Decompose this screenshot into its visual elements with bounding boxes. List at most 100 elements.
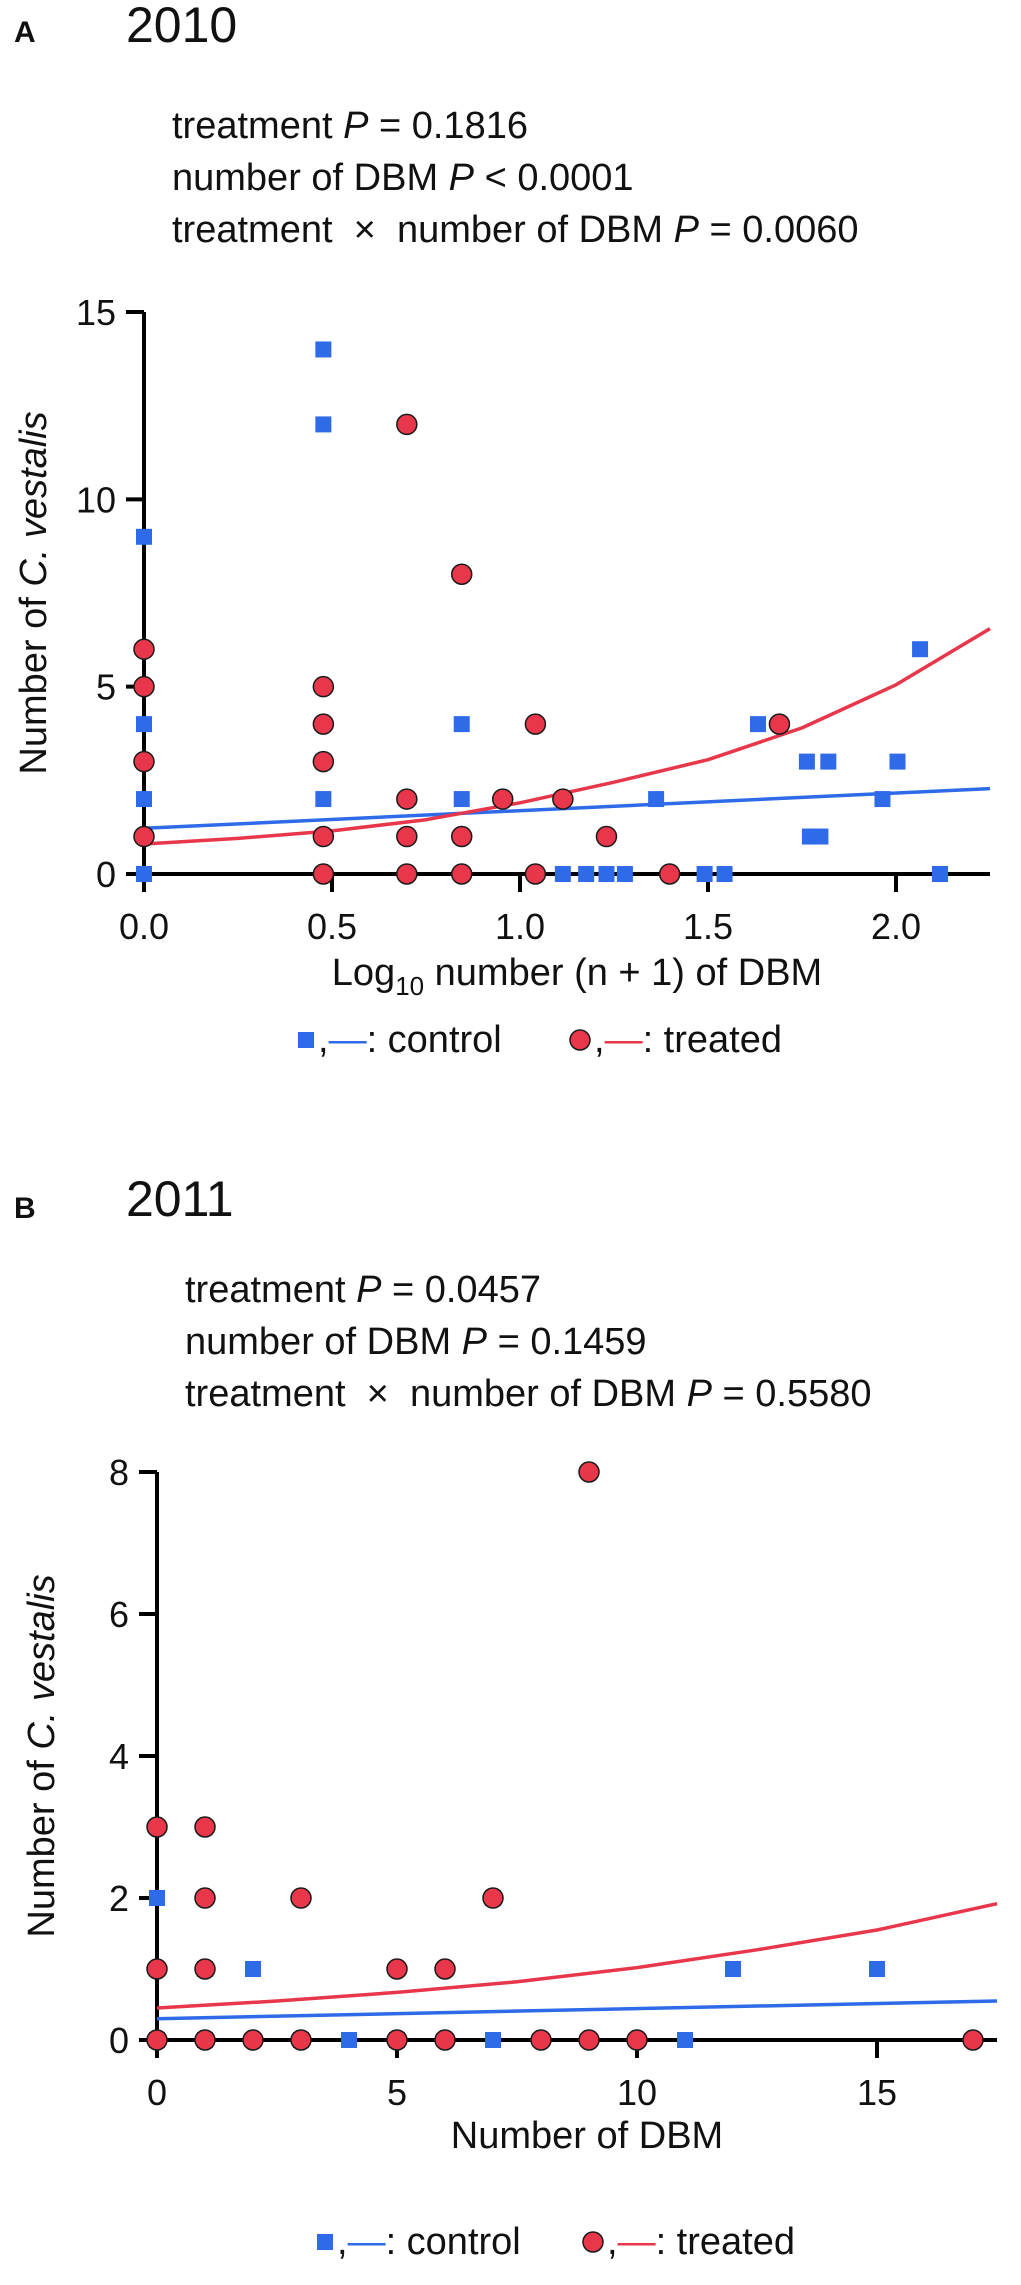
x-tick-label: 10 (617, 2072, 657, 2113)
control-point (245, 1961, 261, 1977)
treated-point (312, 863, 335, 885)
y-tick-label: 0 (109, 2020, 129, 2061)
treated-point (242, 2029, 264, 2051)
treated-point (578, 2029, 600, 2051)
legend-control-marker (317, 2234, 333, 2250)
legend: ,—: control ,—: treated (298, 1019, 782, 1061)
treated-point (386, 1958, 408, 1980)
legend-control-label: ,—: control (318, 1019, 502, 1061)
treated-point (133, 638, 155, 660)
control-point (874, 791, 891, 808)
treated-point (396, 788, 418, 810)
treated-point (450, 863, 473, 885)
y-tick-label: 5 (96, 667, 116, 708)
stats-line: treatment × number of DBM P = 0.5580 (185, 1373, 872, 1415)
control-point (136, 866, 152, 882)
treated-point (146, 2029, 168, 2051)
treated-point (194, 1958, 216, 1980)
y-axis-label: Number of C. vestalis (13, 411, 55, 774)
control-point (149, 1890, 165, 1906)
treated-point (386, 2029, 408, 2051)
stats-line: treatment P = 0.0457 (185, 1269, 541, 1311)
treated-point (396, 825, 418, 848)
control-fit-line (156, 1999, 998, 2021)
treated-point (450, 563, 473, 586)
treated-point (312, 675, 335, 698)
treated-point (658, 863, 681, 885)
treated-point (312, 713, 335, 735)
y-tick-label: 6 (109, 1594, 129, 1635)
control-point (889, 753, 906, 770)
panel-letter: A (14, 16, 36, 49)
treated-point (194, 1887, 216, 1909)
x-tick-label: 1.0 (495, 906, 545, 947)
y-tick-label: 0 (96, 854, 116, 895)
treated-point (552, 788, 574, 810)
legend: ,—: control ,—: treated (317, 2221, 795, 2263)
control-point (869, 1961, 885, 1977)
legend-control-label: ,—: control (337, 2221, 521, 2263)
control-point (820, 753, 837, 770)
stats-line: number of DBM P < 0.0001 (172, 157, 634, 199)
legend-control-marker (298, 1032, 314, 1048)
x-tick-label: 0.0 (119, 906, 169, 947)
treated-point (578, 1461, 600, 1483)
chart-title: 2010 (126, 0, 237, 53)
stats-line: treatment × number of DBM P = 0.0060 (172, 209, 859, 251)
control-point (341, 2032, 357, 2048)
control-point (315, 791, 332, 808)
stats-line: treatment P = 0.1816 (172, 105, 528, 147)
stats-line: number of DBM P = 0.1459 (185, 1321, 647, 1363)
x-tick-label: 2.0 (871, 906, 921, 947)
chart-title: 2011 (126, 1171, 234, 1227)
treated-point (312, 750, 335, 773)
treated-point (768, 713, 791, 735)
treated-point (962, 2029, 984, 2051)
treated-point (290, 1887, 312, 1909)
control-point (136, 528, 152, 545)
treated-point (146, 1958, 168, 1980)
x-axis-label: Log10 number (n + 1) of DBM (332, 952, 822, 1001)
treated-point (491, 788, 514, 810)
control-point (578, 866, 595, 882)
control-point (716, 866, 733, 882)
treated-point (450, 825, 473, 848)
control-point (931, 866, 948, 882)
treated-point (396, 863, 418, 885)
treated-point (396, 413, 418, 436)
control-point (812, 828, 829, 845)
treated-point (530, 2029, 552, 2051)
y-axis-label: Number of C. vestalis (21, 1574, 63, 1937)
control-point (315, 341, 332, 358)
control-point (136, 791, 152, 808)
legend-treated-marker (582, 2231, 604, 2253)
legend-treated-label: ,—: treated (594, 1019, 782, 1061)
x-tick-label: 5 (387, 2072, 407, 2113)
control-point (648, 791, 665, 808)
treated-point (146, 1816, 168, 1838)
panel-letter: B (14, 1192, 36, 1225)
control-point (750, 716, 767, 733)
y-tick-label: 2 (109, 1878, 129, 1919)
x-tick-label: 15 (857, 2072, 897, 2113)
treated-fit-line (156, 1901, 998, 2010)
y-tick-label: 8 (109, 1452, 129, 1493)
treated-fit-line (143, 627, 991, 846)
control-point (136, 716, 152, 733)
control-point (616, 866, 633, 882)
treated-point (524, 863, 547, 885)
treated-point (194, 1816, 216, 1838)
legend-treated-marker (569, 1029, 591, 1051)
control-point (453, 791, 470, 808)
treated-point (133, 825, 155, 848)
treated-point (133, 675, 155, 698)
treated-point (194, 2029, 216, 2051)
x-tick-label: 0.5 (307, 906, 357, 947)
x-tick-label: 1.5 (683, 906, 733, 947)
panel-A: A 2010 treatment P = 0.1816 number of DBM P… (13, 0, 991, 1061)
control-point (554, 866, 571, 882)
x-tick-label: 0 (147, 2072, 167, 2113)
treated-point (434, 2029, 456, 2051)
control-point (315, 416, 332, 433)
